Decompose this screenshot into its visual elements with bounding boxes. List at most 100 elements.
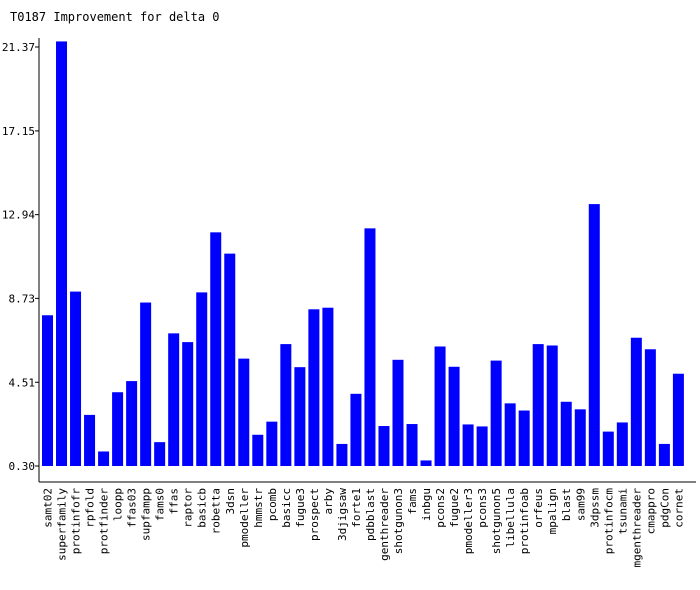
bar-libellula — [504, 403, 516, 466]
x-tick-label: pcomb — [266, 488, 279, 521]
y-tick-label: 4.51 — [9, 376, 36, 389]
bar-basicb — [196, 292, 208, 466]
bar-fugue2 — [448, 366, 460, 466]
bar-rpfold — [84, 414, 96, 466]
x-tick-label: pcons2 — [434, 488, 447, 528]
bar-tsunami — [616, 422, 628, 466]
y-tick-label: 8.73 — [9, 292, 36, 305]
x-tick-label: robetta — [210, 488, 223, 534]
x-tick-label: blast — [560, 488, 573, 521]
bar-shotgunon5 — [490, 360, 502, 466]
x-tick-label: rpfold — [84, 488, 97, 528]
bar-3djigsaw — [336, 443, 348, 466]
x-tick-label: superfamily — [56, 488, 69, 561]
x-tick-label: protfinder — [98, 488, 111, 555]
bar-superfamily — [56, 41, 68, 467]
bar-genthreader — [378, 426, 390, 466]
bar-fams0 — [154, 442, 166, 466]
y-tick-label: 12.94 — [2, 209, 35, 222]
bars — [42, 41, 684, 467]
bar-protfinder — [98, 451, 110, 466]
x-tick-label: inbgu — [420, 488, 433, 521]
x-tick-label: shotgunon5 — [490, 488, 503, 554]
x-tick-label: pmodeller3 — [462, 488, 475, 554]
x-tick-label: ffas — [168, 488, 181, 515]
bar-robetta — [210, 232, 222, 466]
bar-pcons3 — [476, 426, 488, 466]
bar-mgenthreader — [630, 337, 642, 466]
x-tick-label: protinfoab — [518, 488, 531, 554]
x-tick-label: prospect — [308, 488, 321, 541]
x-tick-label: mpalign — [546, 488, 559, 534]
bar-fugue3 — [294, 367, 306, 466]
bar-pcomb — [266, 421, 278, 466]
bar-samt02 — [42, 315, 53, 466]
bar-pcons2 — [434, 346, 446, 466]
x-tick-label: basicb — [196, 488, 209, 528]
bar-cmappro — [644, 349, 656, 466]
x-tick-label: shotgunon3 — [392, 488, 405, 554]
x-tick-label: arby — [322, 488, 335, 515]
x-tick-label: protinfofr — [70, 488, 83, 555]
x-tick-label: hmmstr — [252, 488, 265, 528]
x-tick-label: mgenthreader — [630, 488, 643, 568]
bar-raptor — [182, 342, 194, 466]
bar-protinfocm — [602, 431, 614, 466]
bar-fams — [406, 424, 418, 466]
bar-cornet — [672, 373, 684, 466]
x-tick-label: protinfocm — [602, 488, 615, 555]
bar-loopp — [112, 392, 124, 466]
bar-inbgu — [420, 460, 432, 466]
y-tick-label: 0.30 — [9, 460, 36, 473]
x-tick-label: pmodeller — [238, 488, 251, 548]
bar-hmmstr — [252, 434, 264, 466]
x-tick-label: raptor — [182, 488, 195, 528]
bar-basicc — [280, 344, 292, 466]
bar-pdbblast — [364, 228, 376, 466]
x-tick-label: 3djigsaw — [336, 488, 349, 541]
x-tick-label: samt02 — [42, 488, 55, 528]
x-tick-label: fugue2 — [448, 488, 461, 528]
x-tick-label: fams — [406, 488, 419, 515]
bar-orfeus — [532, 344, 544, 466]
bar-shotgunon3 — [392, 359, 404, 466]
bar-pdgCon — [658, 443, 670, 466]
bar-sam99 — [574, 409, 586, 466]
x-tick-label: pdgCon — [658, 488, 671, 528]
x-tick-label: 3dsn — [224, 488, 237, 515]
x-tick-label: orfeus — [532, 488, 545, 528]
x-tick-label: pdbblast — [364, 488, 377, 541]
bar-blast — [560, 401, 572, 466]
bar-protinfoab — [518, 410, 530, 466]
bar-ffas — [168, 333, 180, 466]
x-tick-label: sam99 — [574, 488, 587, 521]
x-tick-label: fugue3 — [294, 488, 307, 528]
bar-arby — [322, 307, 334, 466]
y-tick-label: 17.15 — [2, 125, 35, 138]
bar-3dpssm — [588, 204, 600, 466]
x-tick-label: forte1 — [350, 488, 363, 528]
y-ticks: 0.30 4.51 8.73 12.94 17.15 21.37 — [2, 41, 39, 473]
chart-title: T0187 Improvement for delta 0 — [10, 10, 220, 24]
bar-pmodeller3 — [462, 424, 474, 466]
bar-ffas03 — [126, 381, 138, 466]
bar-mpalign — [546, 345, 558, 466]
bar-prospect — [308, 309, 320, 466]
x-tick-label: 3dpssm — [588, 488, 601, 528]
x-tick-label: pcons3 — [476, 488, 489, 528]
bar-supfampp — [140, 302, 152, 466]
x-tick-label: cmappro — [644, 488, 657, 534]
x-tick-label: basicc — [280, 488, 293, 528]
x-tick-label: tsunami — [616, 488, 629, 534]
x-tick-label: libellula — [504, 488, 517, 548]
x-tick-label: loopp — [112, 488, 125, 521]
x-tick-label: ffas03 — [126, 488, 139, 528]
bar-forte1 — [350, 393, 362, 466]
x-tick-label: genthreader — [378, 488, 391, 561]
y-tick-label: 21.37 — [2, 41, 35, 54]
x-ticks: samt02 superfamily protinfofr rpfold protfin… — [42, 488, 686, 568]
bar-pmodeller — [238, 358, 250, 466]
x-tick-label: fams0 — [154, 488, 167, 521]
axes — [38, 38, 696, 483]
